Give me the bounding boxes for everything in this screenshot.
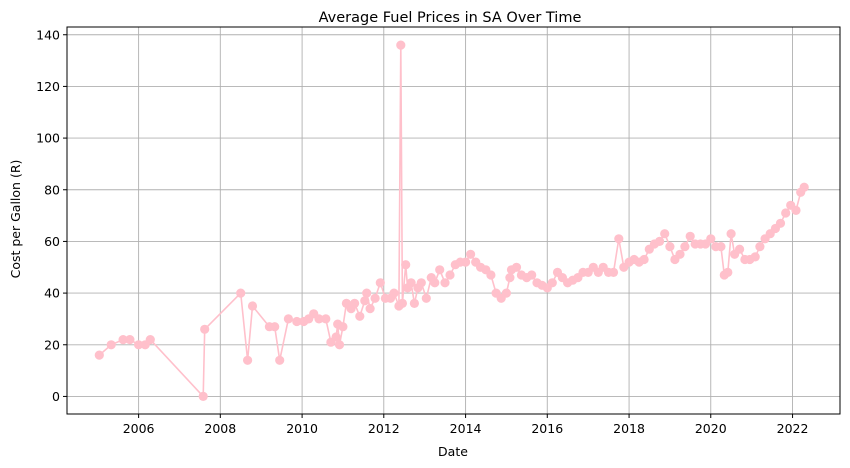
y-tick-label: 0 — [52, 389, 60, 404]
y-tick-label: 40 — [44, 286, 60, 301]
data-point — [292, 316, 302, 327]
data-point — [723, 267, 733, 277]
data-point — [334, 340, 345, 350]
data-point — [716, 242, 726, 252]
data-point — [755, 242, 765, 252]
data-point — [461, 257, 471, 267]
data-point — [466, 249, 476, 259]
data-point — [435, 265, 445, 275]
data-point — [375, 278, 385, 288]
x-tick-label: 2014 — [450, 421, 482, 436]
x-tick-label: 2016 — [531, 421, 563, 436]
data-point — [440, 278, 450, 288]
data-point — [389, 288, 399, 298]
x-tick-label: 2012 — [368, 421, 400, 436]
data-point — [236, 288, 246, 298]
data-point — [106, 340, 116, 350]
y-tick-label: 20 — [44, 337, 60, 352]
grid-lines — [67, 27, 840, 414]
data-point — [675, 249, 685, 259]
data-point — [247, 301, 258, 311]
x-axis-label: Date — [438, 444, 468, 459]
data-point — [416, 278, 426, 288]
y-tick-label: 140 — [36, 27, 60, 42]
data-point — [365, 304, 375, 314]
data-point — [775, 218, 786, 228]
x-axis-ticks: 2006 2008 2010 2012 2014 2016 2018 2020 2022 — [123, 414, 809, 436]
y-tick-label: 60 — [44, 234, 60, 249]
data-point — [501, 288, 511, 298]
data-point — [331, 332, 341, 342]
x-tick-label: 2010 — [286, 421, 318, 436]
data-point — [680, 242, 690, 252]
data-point — [505, 273, 515, 283]
data-point — [396, 40, 406, 50]
data-point — [401, 260, 411, 270]
y-tick-label: 80 — [44, 182, 60, 197]
data-point — [198, 391, 208, 401]
data-point — [243, 355, 253, 365]
data-point — [726, 229, 736, 239]
data-point — [118, 335, 128, 345]
data-point — [660, 229, 670, 239]
data-point — [735, 244, 745, 254]
data-point — [430, 278, 440, 288]
data-point — [338, 322, 348, 332]
data-point — [665, 242, 675, 252]
data-point — [314, 314, 324, 324]
plot-frame — [66, 26, 841, 415]
data-point — [283, 314, 293, 324]
data-point — [527, 270, 537, 280]
data-point — [639, 254, 649, 265]
x-tick-label: 2022 — [777, 421, 809, 436]
data-point — [791, 205, 801, 215]
data-point — [706, 234, 716, 244]
y-axis-label: Cost per Gallon (R) — [8, 160, 23, 279]
series-layer — [94, 40, 809, 401]
data-point — [134, 340, 144, 350]
data-point — [547, 278, 557, 288]
data-point — [799, 182, 809, 192]
x-tick-label: 2006 — [123, 421, 155, 436]
y-axis-ticks: 0 20 40 60 80 100 120 140 — [36, 27, 67, 404]
data-point — [275, 355, 285, 365]
data-point — [445, 270, 455, 280]
data-point — [608, 267, 619, 277]
data-point — [486, 270, 496, 280]
data-point — [655, 236, 665, 246]
chart-title: Average Fuel Prices in SA Over Time — [319, 10, 582, 26]
data-point — [270, 322, 280, 332]
data-point — [145, 335, 155, 345]
data-point — [614, 234, 624, 244]
x-tick-label: 2020 — [695, 421, 727, 436]
data-point — [409, 298, 419, 308]
data-point — [397, 298, 407, 308]
data-point — [370, 293, 380, 303]
series-line — [98, 44, 805, 398]
data-point — [685, 231, 695, 241]
data-point — [321, 314, 331, 324]
data-point — [781, 208, 791, 218]
data-point — [355, 311, 365, 321]
data-point — [511, 262, 522, 272]
y-tick-label: 100 — [36, 131, 60, 146]
x-tick-label: 2008 — [204, 421, 236, 436]
data-point — [421, 293, 431, 303]
data-point — [362, 288, 372, 298]
data-point — [406, 278, 416, 288]
data-point — [200, 324, 210, 334]
data-point — [94, 350, 104, 360]
data-point — [350, 298, 360, 308]
data-point — [125, 335, 135, 345]
x-tick-label: 2018 — [613, 421, 645, 436]
y-tick-label: 120 — [36, 79, 60, 94]
data-point — [360, 296, 370, 306]
data-point — [750, 252, 760, 262]
